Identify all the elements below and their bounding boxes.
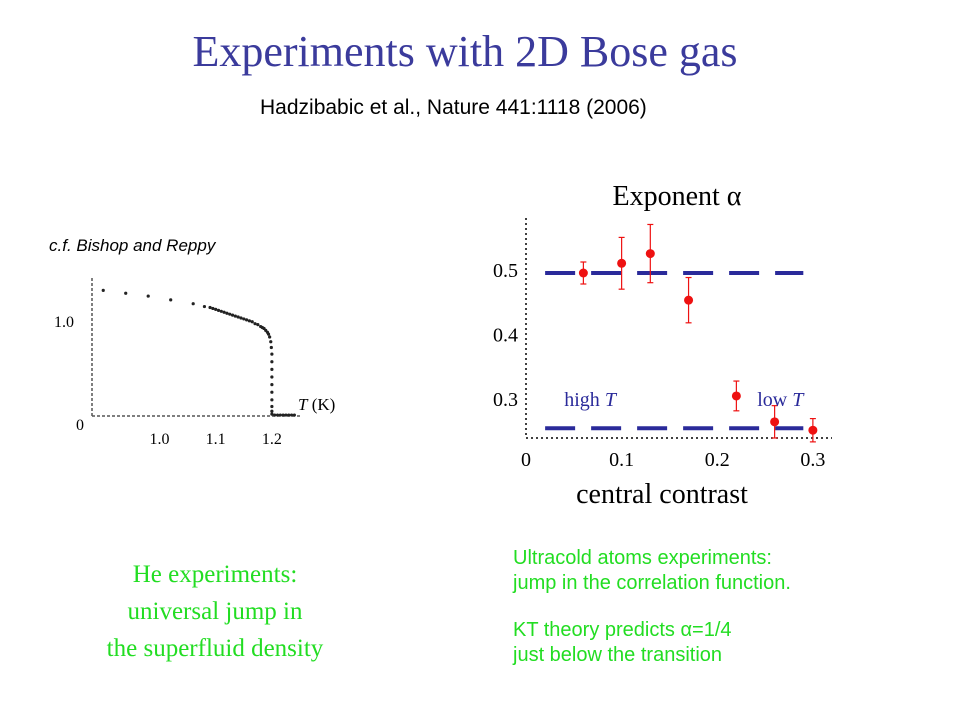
he-data-point [216, 308, 221, 312]
citation: Hadzibabic et al., Nature 441:1118 (2006… [260, 96, 647, 119]
he-data-point [169, 298, 173, 302]
alpha-tick-labels: 0 0.1 0.2 0.3 0.3 0.4 0.5 [493, 260, 825, 471]
he-data-point [222, 310, 226, 314]
he-x-tick-label: 1.2 [262, 431, 282, 448]
helium-caption-line: universal jump in [127, 598, 303, 625]
he-data-point [269, 345, 273, 350]
alpha-annotations: high T low T [564, 389, 805, 411]
he-data-point [242, 317, 246, 321]
alpha-xlabel: central contrast [576, 479, 748, 510]
alpha-x-tick-label: 0.2 [705, 449, 730, 471]
helium-caption: He experiments: universal jump in the su… [60, 556, 370, 667]
he-data-point [273, 413, 277, 417]
alpha-data-point [578, 268, 588, 278]
ultracold-caption-line: Ultracold atoms experiments: [513, 547, 772, 569]
he-x-tick-label: 1.0 [149, 431, 169, 448]
alpha-x-tick-label: 0.1 [609, 449, 634, 471]
helium-caption-line: the superfluid density [106, 635, 324, 662]
kt-theory-caption-line: just below the transition [513, 644, 723, 666]
he-data-point [266, 332, 271, 336]
reference-note: c.f. Bishop and Reppy [49, 236, 216, 255]
he-data-point [211, 306, 215, 311]
he-data-point [287, 413, 291, 417]
he-data-point [228, 312, 232, 316]
alpha-y-tick-label: 0.3 [493, 389, 518, 411]
he-data-point [270, 409, 274, 413]
he-data-point [270, 382, 274, 387]
he-data-point [250, 320, 254, 324]
he-y-tick-label: 1.0 [54, 314, 74, 331]
he-data-point [202, 304, 207, 309]
he-data-point [268, 335, 272, 339]
he-data-point [270, 412, 274, 416]
he-points [101, 288, 296, 417]
he-data-point [253, 322, 257, 326]
he-data-point [270, 404, 274, 409]
he-data-point [270, 352, 274, 356]
alpha-data-point [770, 417, 780, 427]
he-data-point [278, 413, 282, 417]
he-data-point [239, 316, 243, 320]
alpha-axes [525, 218, 832, 439]
he-data-point [292, 413, 296, 417]
he-data-point [244, 318, 249, 322]
he-data-point [270, 390, 274, 394]
he-data-point [270, 360, 274, 364]
he-tick-labels: 1.0 1.1 1.2 0 1.0 T (K) [54, 314, 335, 448]
he-data-point [270, 398, 274, 402]
he-data-point [191, 302, 195, 306]
alpha-y-tick-label: 0.5 [493, 260, 518, 282]
alpha-y-tick-label: 0.4 [493, 324, 518, 346]
slide-title: Experiments with 2D Bose gas [192, 27, 738, 76]
he-data-point [270, 375, 274, 379]
he-axes [91, 278, 300, 417]
he-data-point [146, 294, 150, 298]
he-data-point [256, 323, 260, 327]
alpha-data-point [645, 249, 655, 259]
he-data-point [284, 413, 288, 417]
he-data-point [219, 309, 223, 313]
he-data-point [230, 313, 235, 317]
alpha-annotation: high T [564, 389, 618, 411]
alpha-data-point [617, 258, 627, 268]
kt-theory-caption: KT theory predicts α=1/4 just below the … [513, 618, 732, 668]
ultracold-caption-line: jump in the correlation function. [513, 572, 791, 594]
alpha-data-point [684, 295, 694, 305]
he-y-tick-label: 0 [76, 417, 84, 434]
he-data-point [270, 367, 274, 371]
he-data-point [124, 291, 128, 295]
he-data-point [269, 340, 273, 344]
he-data-point [236, 315, 240, 319]
alpha-annotation: low T [757, 389, 805, 411]
he-data-point [101, 288, 105, 292]
ultracold-caption: Ultracold atoms experiments: jump in the… [513, 546, 791, 596]
he-x-tick-label: 1.1 [206, 431, 226, 448]
alpha-x-tick-label: 0 [521, 449, 531, 471]
alpha-points [578, 223, 818, 443]
he-data-point [225, 311, 229, 315]
he-data-point [289, 413, 294, 417]
he-x-axis-label: T (K) [298, 395, 335, 414]
alpha-data-point [808, 425, 818, 435]
alpha-data-point [731, 391, 741, 401]
he-data-point [275, 413, 280, 417]
he-data-point [281, 413, 285, 417]
he-data-point [214, 307, 218, 312]
alpha-x-tick-label: 0.3 [800, 449, 825, 471]
he-data-point [247, 319, 252, 323]
kt-theory-caption-line: KT theory predicts α=1/4 [513, 619, 732, 641]
he-data-point [208, 305, 212, 310]
he-data-point [233, 314, 237, 318]
helium-caption-line: He experiments: [132, 561, 298, 588]
alpha-chart-title: Exponent α [613, 181, 742, 212]
